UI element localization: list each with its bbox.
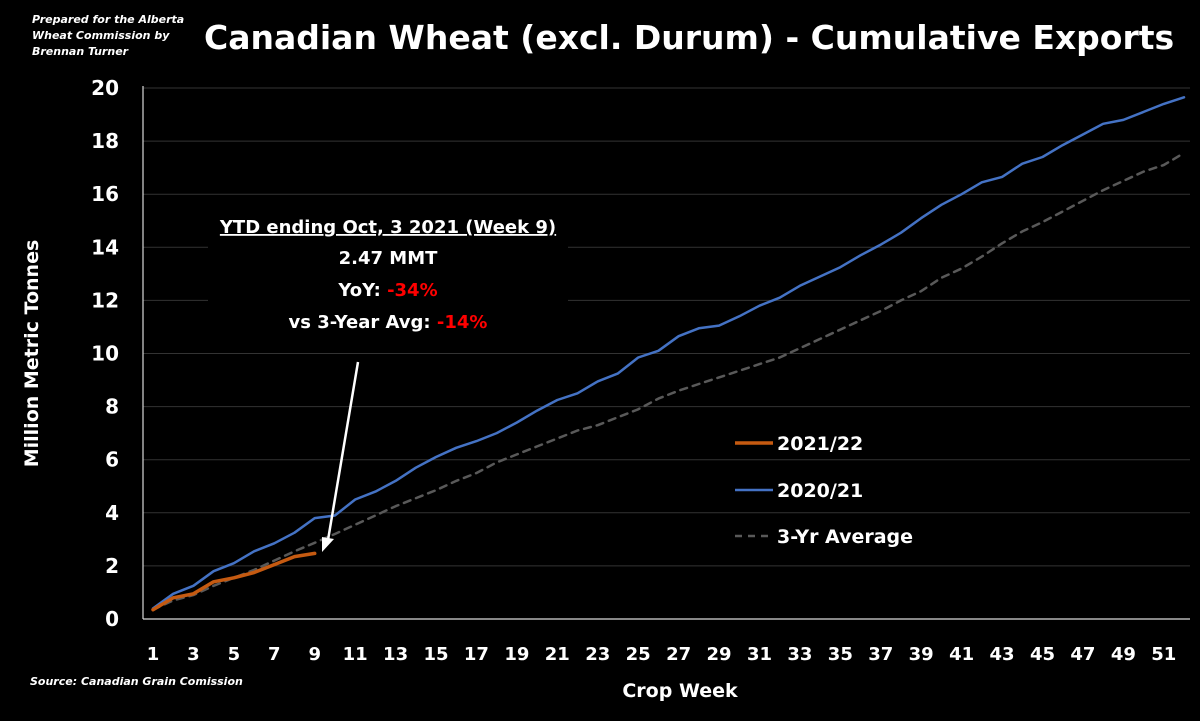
legend-label: 2020/21 <box>777 480 863 502</box>
x-tick-label: 3 <box>187 644 200 665</box>
annotation-avg: vs 3-Year Avg: -14% <box>289 312 488 333</box>
series-2020-21-line <box>151 96 1186 610</box>
y-tick-label: 8 <box>105 395 119 419</box>
x-tick-label: 47 <box>1070 644 1095 665</box>
annotation-avg-label: vs 3-Year Avg: <box>289 312 437 333</box>
grid <box>143 87 1190 567</box>
y-tick-label: 12 <box>91 288 119 312</box>
y-tick-label: 2 <box>105 554 119 578</box>
x-tick-label: 37 <box>868 644 893 665</box>
legend-label: 3-Yr Average <box>777 526 913 548</box>
x-axis-label: Crop Week <box>622 680 738 702</box>
legend: 2021/22 2020/21 3-Yr Average <box>735 433 913 548</box>
chart-title: Canadian Wheat (excl. Durum) - Cumulativ… <box>204 18 1175 57</box>
x-tick-label: 39 <box>909 644 934 665</box>
x-tick-label: 43 <box>990 644 1015 665</box>
legend-label: 2021/22 <box>777 433 863 455</box>
x-tick-label: 23 <box>585 644 610 665</box>
annotation-heading: YTD ending Oct, 3 2021 (Week 9) <box>219 217 556 238</box>
x-tick-label: 41 <box>949 644 974 665</box>
series-2021-22-line <box>151 551 317 612</box>
x-tick-label: 19 <box>504 644 529 665</box>
annotation-arrow-head <box>322 537 334 552</box>
x-tick-label: 35 <box>828 644 853 665</box>
y-tick-label: 16 <box>91 182 119 206</box>
x-tick-label: 45 <box>1030 644 1055 665</box>
y-tick-label: 6 <box>105 448 119 472</box>
x-tick-label: 7 <box>268 644 281 665</box>
annotation: YTD ending Oct, 3 2021 (Week 9) 2.47 MMT Y… <box>208 210 568 552</box>
annotation-background <box>208 210 568 342</box>
annotation-yoy-label: YoY: <box>337 280 387 301</box>
y-tick-label: 20 <box>91 76 119 100</box>
x-tick-label: 15 <box>423 644 448 665</box>
x-tick-label: 5 <box>228 644 241 665</box>
x-tick-label: 11 <box>343 644 368 665</box>
y-tick-label: 10 <box>91 342 119 366</box>
y-axis-label: Million Metric Tonnes <box>21 240 43 468</box>
y-tick-label: 18 <box>91 129 119 153</box>
x-tick-label: 51 <box>1151 644 1176 665</box>
x-tick-label: 33 <box>787 644 812 665</box>
annotation-avg-value: -14% <box>437 312 488 333</box>
credit-note: Prepared for the Alberta Wheat Commissio… <box>32 13 185 58</box>
x-tick-label: 1 <box>147 644 160 665</box>
y-tick-label: 0 <box>105 607 119 631</box>
x-tick-label: 17 <box>464 644 489 665</box>
x-tick-label: 31 <box>747 644 772 665</box>
x-tick-label: 49 <box>1111 644 1136 665</box>
x-tick-label: 25 <box>626 644 651 665</box>
x-tick-label: 13 <box>383 644 408 665</box>
annotation-value: 2.47 MMT <box>339 248 439 269</box>
y-tick-label: 4 <box>105 501 119 525</box>
annotation-arrow-shaft <box>326 361 360 541</box>
x-tick-label: 9 <box>308 644 321 665</box>
x-tick-label: 21 <box>545 644 570 665</box>
y-tick-label: 14 <box>91 235 119 259</box>
source-note: Source: Canadian Grain Comission <box>30 675 243 688</box>
x-tick-label: 27 <box>666 644 691 665</box>
x-tick-label: 29 <box>707 644 732 665</box>
annotation-yoy: YoY: -34% <box>337 280 437 301</box>
annotation-yoy-value: -34% <box>387 280 438 301</box>
